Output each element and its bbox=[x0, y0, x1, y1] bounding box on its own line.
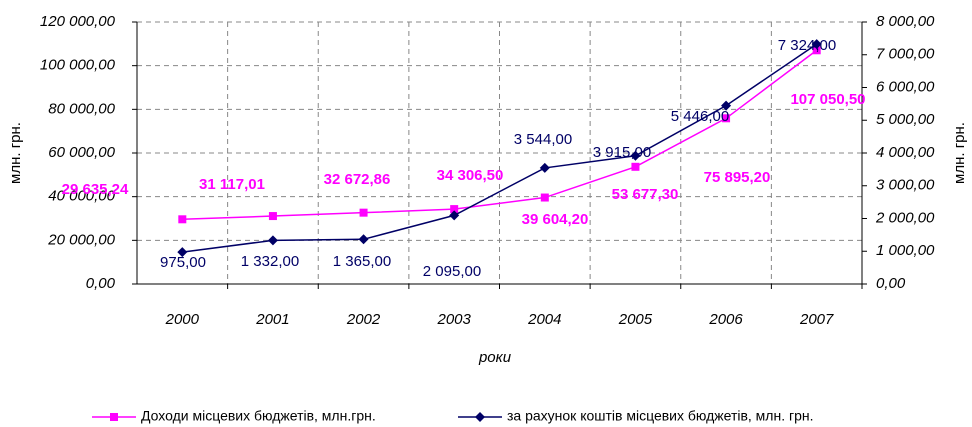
data-label: 53 677,30 bbox=[612, 186, 679, 203]
data-label: 5 446,00 bbox=[671, 108, 729, 125]
data-label: 39 604,20 bbox=[522, 211, 589, 228]
series-line bbox=[182, 49, 818, 221]
y2-tick-label: 0,00 bbox=[876, 275, 906, 292]
y-tick-label: 80 000,00 bbox=[48, 100, 115, 117]
x-tick-label: 2005 bbox=[618, 311, 653, 328]
x-tick-label: 2006 bbox=[708, 311, 743, 328]
data-point bbox=[811, 39, 822, 50]
data-label: 107 050,50 bbox=[790, 91, 865, 108]
x-tick-label: 2003 bbox=[437, 311, 472, 328]
data-point bbox=[450, 205, 459, 214]
legend-marker bbox=[110, 413, 118, 421]
y-tick-label: 40 000,00 bbox=[48, 188, 115, 205]
data-point bbox=[539, 162, 550, 173]
data-point bbox=[449, 210, 460, 221]
data-point bbox=[812, 46, 821, 55]
data-label: 7 324,00 bbox=[778, 37, 836, 54]
y2-tick-label: 6 000,00 bbox=[876, 78, 935, 95]
data-point bbox=[177, 247, 188, 258]
y-tick-label: 0,00 bbox=[86, 275, 116, 292]
data-label: 34 306,50 bbox=[437, 167, 504, 184]
y2-tick-label: 7 000,00 bbox=[876, 46, 935, 63]
data-label: 75 895,20 bbox=[704, 169, 771, 186]
x-tick-label: 2000 bbox=[165, 311, 200, 328]
x-tick-label: 2004 bbox=[527, 311, 561, 328]
y-tick-label: 120 000,00 bbox=[40, 13, 116, 30]
data-point bbox=[631, 162, 640, 171]
data-label: 29 635,24 bbox=[62, 181, 129, 198]
y-tick-label: 60 000,00 bbox=[48, 144, 115, 161]
data-label: 3 544,00 bbox=[514, 131, 572, 148]
x-tick-label: 2001 bbox=[255, 311, 289, 328]
series-line bbox=[182, 43, 818, 253]
y-tick-label: 20 000,00 bbox=[47, 231, 115, 248]
data-point bbox=[721, 100, 732, 111]
x-axis-title: роки bbox=[478, 349, 512, 366]
data-point bbox=[268, 212, 277, 221]
legend-label: Доходи місцевих бюджетів, млн.грн. bbox=[141, 408, 376, 424]
y2-tick-label: 5 000,00 bbox=[876, 111, 935, 128]
y2-tick-label: 3 000,00 bbox=[876, 177, 935, 194]
data-label: 31 117,01 bbox=[199, 176, 265, 193]
data-point bbox=[359, 208, 368, 217]
data-label: 2 095,00 bbox=[423, 263, 481, 280]
x-tick-label: 2007 bbox=[799, 311, 834, 328]
y-axis-title: млн. грн. bbox=[7, 122, 24, 184]
data-point bbox=[722, 114, 731, 123]
data-label: 32 672,86 bbox=[324, 171, 391, 188]
y-tick-label: 100 000,00 bbox=[40, 57, 116, 74]
data-point bbox=[267, 235, 278, 246]
data-point bbox=[630, 150, 641, 161]
legend-marker bbox=[475, 412, 485, 422]
y2-axis-title: млн. грн. bbox=[951, 122, 968, 184]
data-label: 1 332,00 bbox=[241, 253, 299, 270]
data-point bbox=[358, 234, 369, 245]
data-point bbox=[178, 215, 187, 224]
x-tick-label: 2002 bbox=[346, 311, 381, 328]
y2-tick-label: 4 000,00 bbox=[876, 144, 935, 161]
data-label: 1 365,00 bbox=[333, 253, 391, 270]
y2-tick-label: 8 000,00 bbox=[876, 13, 935, 30]
y2-tick-label: 1 000,00 bbox=[876, 242, 935, 259]
data-label: 975,00 bbox=[160, 254, 206, 271]
y2-tick-label: 2 000,00 bbox=[875, 209, 935, 226]
legend-label: за рахунок коштів місцевих бюджетів, млн… bbox=[507, 408, 814, 424]
data-label: 3 915,00 bbox=[593, 144, 651, 161]
data-point bbox=[540, 193, 549, 202]
